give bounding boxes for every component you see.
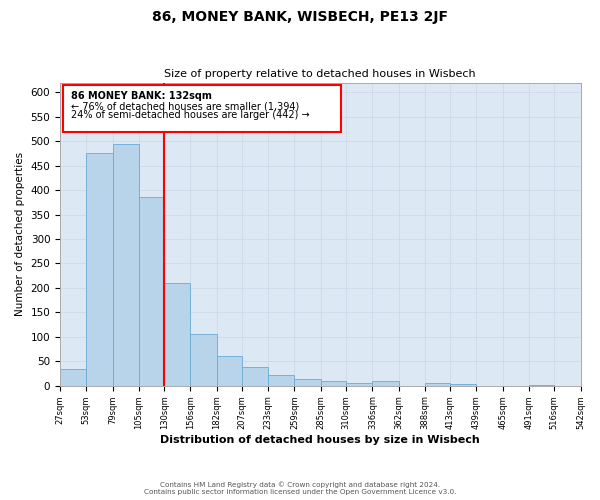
Text: 86, MONEY BANK, WISBECH, PE13 2JF: 86, MONEY BANK, WISBECH, PE13 2JF	[152, 10, 448, 24]
Bar	[581, 384, 600, 386]
Text: Contains HM Land Registry data © Crown copyright and database right 2024.
Contai: Contains HM Land Registry data © Crown c…	[144, 482, 456, 495]
Bar	[529, 384, 554, 386]
Bar	[86, 154, 113, 386]
Bar	[373, 381, 398, 386]
Text: ← 76% of detached houses are smaller (1,394): ← 76% of detached houses are smaller (1,…	[71, 101, 299, 111]
Bar	[321, 381, 346, 386]
X-axis label: Distribution of detached houses by size in Wisbech: Distribution of detached houses by size …	[160, 435, 480, 445]
Bar	[113, 144, 139, 386]
Bar	[242, 367, 268, 386]
Bar	[450, 384, 476, 386]
FancyBboxPatch shape	[63, 86, 341, 132]
Text: 86 MONEY BANK: 132sqm: 86 MONEY BANK: 132sqm	[71, 92, 212, 102]
Bar	[346, 384, 373, 386]
Bar	[139, 198, 164, 386]
Bar	[217, 356, 242, 386]
Bar	[164, 283, 190, 386]
Bar	[190, 334, 217, 386]
Bar	[60, 368, 86, 386]
Bar	[268, 375, 295, 386]
Y-axis label: Number of detached properties: Number of detached properties	[15, 152, 25, 316]
Bar	[425, 384, 450, 386]
Title: Size of property relative to detached houses in Wisbech: Size of property relative to detached ho…	[164, 69, 476, 79]
Bar	[295, 380, 321, 386]
Text: 24% of semi-detached houses are larger (442) →: 24% of semi-detached houses are larger (…	[71, 110, 310, 120]
